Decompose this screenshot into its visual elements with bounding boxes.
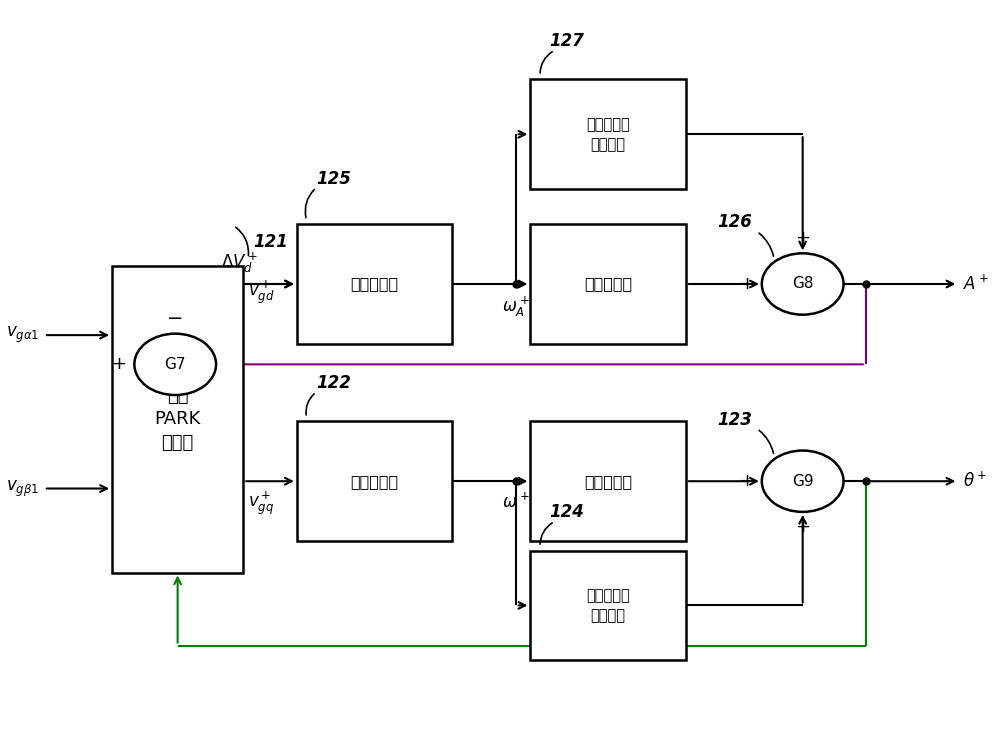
Text: +: + [795,517,810,536]
Text: 第三积分器: 第三积分器 [351,277,399,291]
Text: $v_{gq}^+$: $v_{gq}^+$ [248,490,274,517]
Text: +: + [112,355,127,373]
Text: 第二积分器: 第二积分器 [584,474,632,489]
Text: 125: 125 [316,169,351,188]
Bar [297,224,452,344]
Text: $\theta^+$: $\theta^+$ [963,472,987,491]
Circle shape [134,333,216,395]
Text: −: − [167,309,183,328]
Text: $\omega^+$: $\omega^+$ [502,492,529,512]
Bar [112,266,243,573]
Text: G8: G8 [792,277,813,291]
Text: +: + [795,230,810,247]
Text: $v_{gd}^+$: $v_{gd}^+$ [248,278,275,306]
Text: 121: 121 [253,233,288,251]
Bar [530,421,686,541]
Bar [530,79,686,189]
Text: 122: 122 [316,374,351,392]
Text: 第四积分器: 第四积分器 [584,277,632,291]
Text: 127: 127 [550,32,585,50]
Text: 126: 126 [717,213,752,231]
Bar [530,224,686,344]
Circle shape [762,450,844,512]
Text: 第二比例系
数产生器: 第二比例系 数产生器 [586,117,630,152]
Text: $A^+$: $A^+$ [963,275,989,294]
Text: +: + [739,275,754,293]
Bar [297,421,452,541]
Text: $\Delta V_d^+$: $\Delta V_d^+$ [221,251,258,275]
Text: 第一积分器: 第一积分器 [351,474,399,489]
Text: 第一
PARK
变换器: 第一 PARK 变换器 [154,386,201,452]
Bar [530,551,686,660]
Text: $\omega_A^+$: $\omega_A^+$ [502,295,529,319]
Text: +: + [739,473,754,490]
Text: $v_{g\beta 1}$: $v_{g\beta 1}$ [6,478,39,498]
Text: G7: G7 [164,357,186,372]
Text: G9: G9 [792,474,813,489]
Text: $v_{g\alpha 1}$: $v_{g\alpha 1}$ [6,325,39,345]
Text: 124: 124 [550,503,585,521]
Text: 第一比例系
数产生器: 第一比例系 数产生器 [586,588,630,623]
Text: 123: 123 [717,411,752,428]
Circle shape [762,253,844,315]
